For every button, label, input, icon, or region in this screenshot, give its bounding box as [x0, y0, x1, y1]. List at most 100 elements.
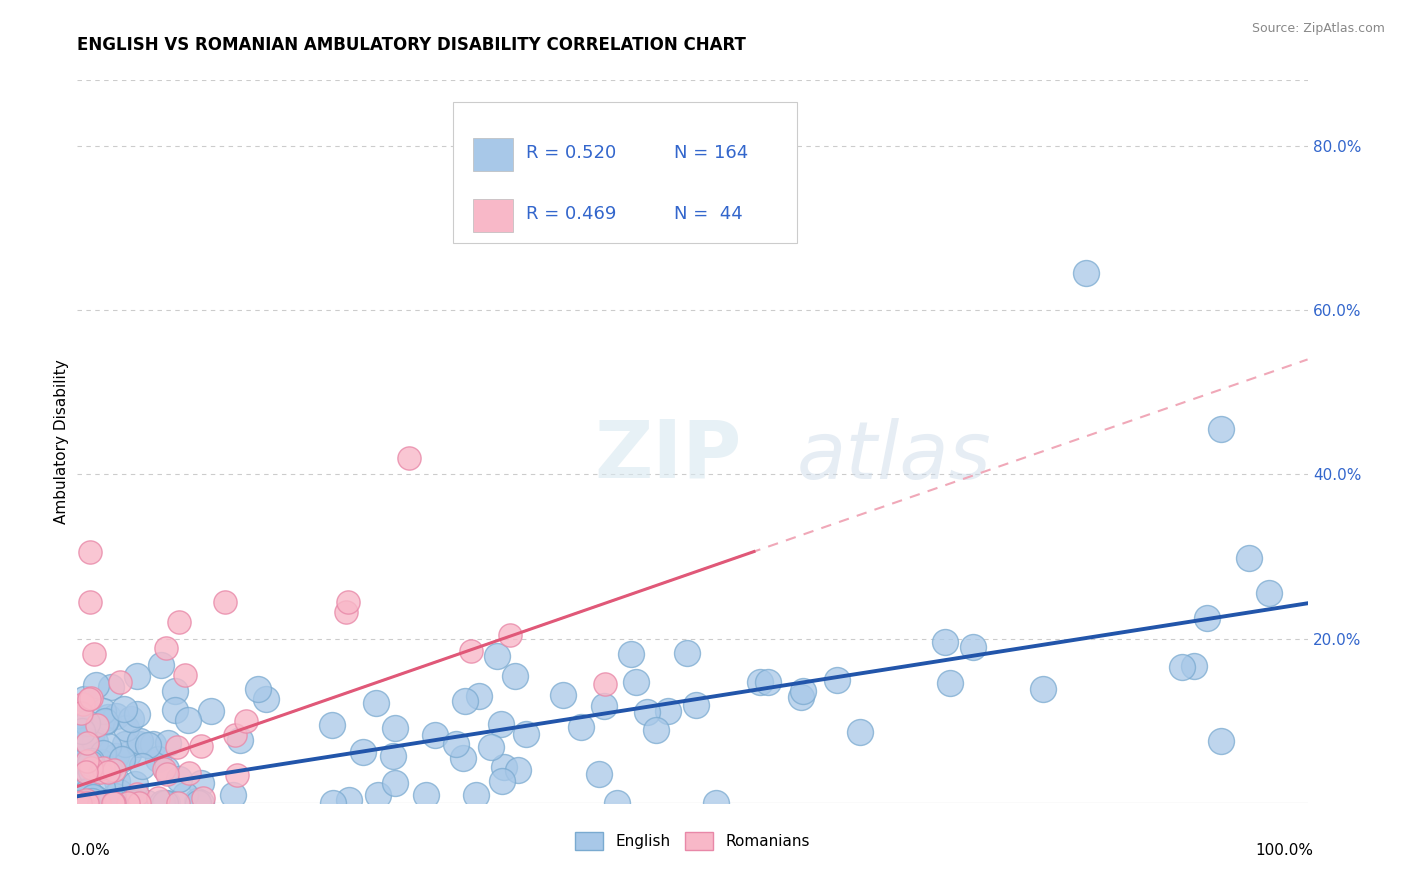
Point	[97, 710, 120, 724]
Point	[76, 785, 98, 799]
Point	[125, 669, 148, 683]
Point	[131, 759, 153, 773]
Point	[626, 675, 648, 690]
Point	[152, 796, 174, 810]
Point	[165, 684, 187, 698]
Point	[1237, 551, 1260, 566]
Point	[76, 796, 98, 810]
Text: 0.0%: 0.0%	[72, 843, 110, 857]
Point	[146, 791, 169, 805]
Point	[1171, 660, 1194, 674]
Point	[120, 796, 142, 810]
Text: Source: ZipAtlas.com: Source: ZipAtlas.com	[1251, 22, 1385, 36]
Point	[224, 728, 246, 742]
Point	[124, 777, 146, 791]
Point	[214, 594, 236, 608]
Point	[128, 796, 150, 810]
Point	[105, 774, 128, 789]
Point	[247, 681, 270, 696]
FancyBboxPatch shape	[453, 102, 797, 243]
Point	[72, 796, 94, 810]
Point	[103, 764, 125, 778]
Point	[91, 795, 114, 809]
Point	[467, 689, 489, 703]
Point	[494, 760, 516, 774]
Point	[1195, 611, 1218, 625]
Point	[187, 796, 209, 810]
Point	[190, 796, 212, 810]
Point	[91, 796, 114, 810]
Point	[827, 673, 849, 688]
FancyBboxPatch shape	[474, 200, 513, 232]
Point	[366, 696, 388, 710]
Point	[91, 760, 114, 774]
Point	[190, 739, 212, 753]
Point	[190, 776, 212, 790]
Point	[91, 704, 114, 718]
Point	[84, 678, 107, 692]
Point	[486, 649, 509, 664]
Point	[499, 627, 522, 641]
Point	[103, 796, 125, 810]
Point	[163, 702, 186, 716]
Point	[69, 796, 91, 810]
Point	[934, 635, 956, 649]
Point	[454, 694, 477, 708]
Point	[73, 784, 96, 798]
Point	[124, 791, 146, 805]
Text: R = 0.520: R = 0.520	[526, 144, 617, 161]
Point	[645, 723, 668, 737]
Point	[87, 796, 110, 810]
Point	[177, 713, 200, 727]
Point	[110, 796, 132, 810]
Point	[321, 718, 343, 732]
Point	[112, 796, 135, 810]
Point	[221, 789, 243, 803]
Point	[229, 732, 252, 747]
Point	[508, 763, 530, 777]
Point	[67, 796, 90, 810]
Point	[70, 796, 93, 810]
Point	[80, 764, 103, 779]
Point	[148, 752, 170, 766]
Point	[76, 796, 98, 810]
Point	[129, 734, 152, 748]
Point	[80, 729, 103, 743]
Point	[97, 764, 120, 779]
Point	[76, 736, 98, 750]
Point	[83, 796, 105, 810]
Point	[153, 762, 176, 776]
Point	[73, 756, 96, 770]
Point	[191, 790, 214, 805]
Point	[127, 787, 149, 801]
Point	[82, 794, 104, 808]
Point	[481, 740, 503, 755]
Point	[101, 796, 124, 810]
Point	[167, 615, 190, 629]
Point	[97, 739, 120, 754]
Point	[120, 796, 142, 810]
Point	[94, 796, 117, 810]
FancyBboxPatch shape	[474, 138, 513, 170]
Text: 100.0%: 100.0%	[1256, 843, 1313, 857]
Point	[80, 796, 103, 810]
Point	[120, 712, 142, 726]
Point	[97, 762, 120, 776]
Point	[367, 788, 389, 802]
Point	[339, 793, 361, 807]
Point	[167, 772, 190, 786]
Point	[105, 749, 128, 764]
Point	[67, 742, 90, 756]
Point	[80, 691, 103, 706]
Legend: English, Romanians: English, Romanians	[569, 826, 815, 856]
Point	[100, 796, 122, 810]
Point	[66, 770, 89, 784]
Point	[166, 739, 188, 754]
Point	[70, 706, 93, 721]
Point	[114, 737, 136, 751]
Point	[157, 736, 180, 750]
Text: N = 164: N = 164	[673, 144, 748, 161]
Point	[136, 796, 159, 810]
Point	[77, 796, 100, 810]
Point	[67, 796, 90, 810]
